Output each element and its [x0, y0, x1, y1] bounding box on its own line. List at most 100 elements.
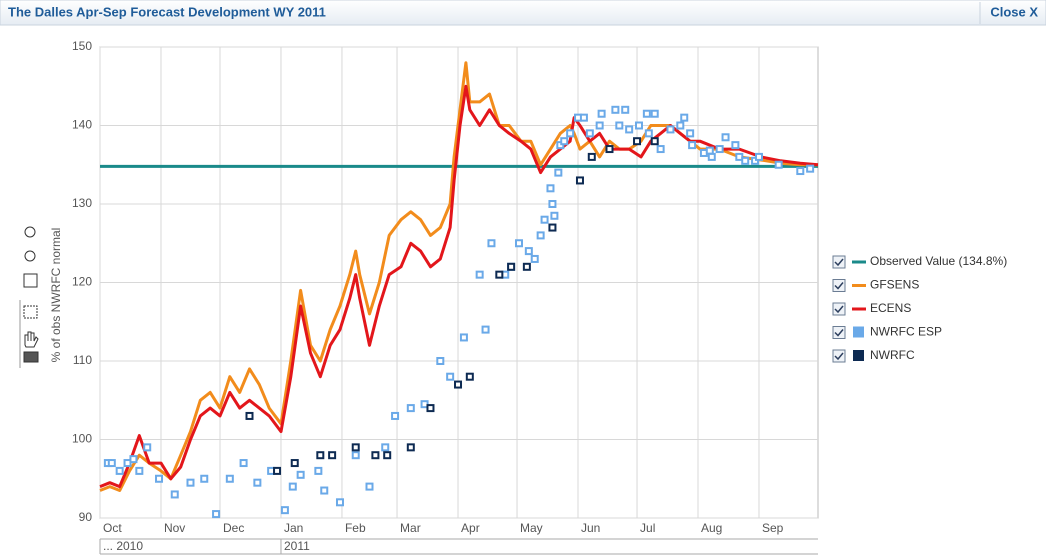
year-label: ... 2010 — [103, 539, 143, 553]
point — [587, 152, 596, 161]
point — [548, 200, 557, 208]
zoom-box[interactable] — [23, 305, 38, 319]
legend-checkbox[interactable] — [832, 279, 846, 292]
x-tick-label: Feb — [345, 521, 366, 535]
legend-checkbox[interactable] — [832, 326, 846, 339]
point — [459, 333, 468, 342]
legend-label: ECENS — [870, 301, 911, 315]
point — [597, 109, 606, 118]
point — [253, 478, 262, 487]
point — [239, 459, 248, 468]
legend-label: NWRFC ESP — [870, 325, 942, 339]
year-label: 2011 — [284, 539, 310, 553]
point — [688, 141, 697, 150]
point — [454, 380, 463, 389]
point — [495, 270, 504, 279]
legend-label: GFSENS — [870, 278, 919, 292]
point — [621, 105, 630, 114]
x-tick-label: Jun — [581, 521, 600, 535]
point — [550, 211, 559, 220]
point — [328, 451, 337, 460]
series-line — [99, 84, 819, 489]
x-tick-label: Sep — [762, 521, 784, 535]
point — [774, 160, 783, 169]
x-tick-label: Mar — [400, 521, 421, 535]
point — [522, 262, 531, 271]
x-tick-label: Aug — [701, 521, 722, 535]
y-tick-label: 110 — [73, 353, 92, 367]
point — [475, 270, 484, 279]
point — [540, 215, 549, 224]
point — [514, 239, 523, 248]
point — [721, 133, 730, 142]
point — [650, 137, 659, 146]
point — [634, 121, 643, 130]
series-line — [99, 61, 818, 492]
point — [426, 404, 435, 413]
point — [524, 247, 533, 256]
x-tick-label: Jan — [284, 521, 303, 535]
point — [566, 129, 575, 138]
point — [436, 357, 445, 365]
legend-checkbox[interactable] — [832, 349, 846, 363]
close-button[interactable]: Close X — [990, 4, 1038, 19]
legend-check — [834, 282, 844, 290]
point — [633, 137, 642, 146]
x-tick-label: May — [520, 521, 543, 535]
point — [245, 411, 254, 420]
point — [115, 466, 124, 475]
point — [548, 223, 557, 232]
point — [575, 176, 584, 185]
legend-checkbox[interactable] — [832, 255, 846, 269]
point — [644, 129, 653, 138]
point — [406, 443, 415, 452]
zoom-in[interactable] — [24, 226, 36, 238]
point — [560, 137, 569, 146]
point — [686, 129, 695, 138]
point — [642, 109, 651, 118]
point — [365, 482, 374, 491]
point — [507, 262, 516, 271]
point — [129, 455, 138, 464]
zoom-out[interactable] — [24, 250, 36, 262]
y-tick-label: 120 — [72, 275, 92, 289]
point — [585, 129, 594, 138]
point — [351, 451, 360, 460]
point — [536, 231, 545, 240]
point — [650, 109, 659, 118]
point — [212, 510, 221, 519]
point — [288, 482, 297, 491]
point — [656, 145, 665, 154]
point — [680, 113, 689, 122]
fit[interactable] — [23, 273, 38, 288]
legend-swatch — [853, 350, 864, 361]
x-tick-label: Dec — [223, 521, 244, 535]
y-axis-label: % of obs NWRFC normal — [49, 228, 63, 363]
x-tick-label: Oct — [103, 521, 122, 535]
point — [666, 125, 675, 134]
window-title: The Dalles Apr-Sep Forecast Development … — [8, 4, 326, 19]
point — [481, 325, 490, 334]
point — [335, 498, 344, 507]
point — [314, 466, 323, 475]
point — [530, 254, 539, 263]
point — [351, 443, 360, 452]
point — [200, 474, 209, 483]
pan[interactable] — [24, 331, 39, 348]
legend-checkbox[interactable] — [832, 302, 846, 316]
point — [391, 411, 400, 420]
point — [316, 451, 325, 460]
legend-label: NWRFC — [870, 348, 915, 362]
point — [715, 145, 724, 154]
comment[interactable] — [23, 351, 39, 363]
y-tick-label: 100 — [72, 432, 92, 446]
point — [143, 443, 152, 452]
point — [611, 105, 620, 114]
point — [381, 443, 390, 452]
legend-label: Observed Value (134.8%) — [870, 254, 1007, 268]
toolbar — [19, 226, 39, 368]
point — [371, 451, 380, 460]
point — [107, 459, 116, 468]
legend-check — [834, 305, 844, 314]
